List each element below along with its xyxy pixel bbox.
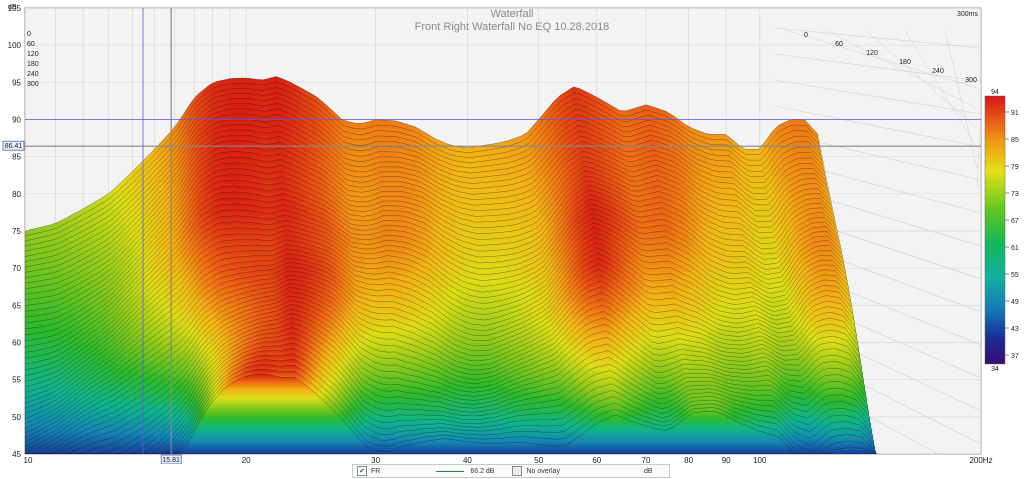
- overlay-checkbox[interactable]: [512, 466, 523, 476]
- series-swatch: [436, 470, 465, 472]
- time-tick-right: 0: [804, 32, 808, 39]
- x-tick-label: 10: [24, 456, 33, 464]
- y-tick-label: 45: [12, 450, 21, 459]
- x-tick-label: 90: [722, 456, 731, 464]
- x-tick-label: 20: [242, 456, 251, 464]
- depth-grid-line: [824, 29, 978, 109]
- time-tick-left: 60: [27, 41, 35, 48]
- depth-grid-line: [904, 29, 978, 149]
- time-tick-right: 120: [866, 50, 878, 57]
- time-tick-left: 120: [27, 51, 39, 58]
- chart-title: Waterfall: [491, 8, 534, 20]
- cursor-y-readout: 86.41: [2, 140, 25, 151]
- depth-grid-line: [944, 29, 978, 169]
- y-tick-label: 55: [12, 376, 21, 385]
- colorbar-tick-label: 37: [1011, 353, 1019, 360]
- y-tick-label: 60: [12, 339, 21, 348]
- y-tick-label: 100: [8, 41, 22, 50]
- axes: 45 50 55 60 65 70 75 80 85 90 95 100 105 10 20 30 40 50 60…: [8, 4, 993, 465]
- cursor-y-label: 86.41: [5, 143, 23, 150]
- time-tick-right: 300: [965, 77, 977, 84]
- x-tick-label: 80: [684, 456, 693, 464]
- fr-checkbox[interactable]: ✔: [357, 466, 367, 476]
- colorbar: 94 34 91 85 79 73 67 61 55 49 43 37: [984, 89, 1019, 373]
- colorbar-tick-label: 43: [1011, 326, 1019, 333]
- colorbar-tick-label: 67: [1011, 218, 1019, 225]
- colorbar-max: 94: [991, 89, 999, 96]
- time-tick-right: 60: [835, 41, 843, 48]
- overlay-label: No overlay: [526, 467, 560, 475]
- y-tick-label: 90: [12, 116, 21, 125]
- time-tick-right: 180: [899, 59, 911, 66]
- colorbar-tick-label: 79: [1011, 164, 1019, 171]
- time-tick-left: 240: [27, 71, 39, 78]
- y-tick-label: 80: [12, 190, 21, 199]
- colorbar-tick-label: 49: [1011, 299, 1019, 306]
- colorbar-tick-label: 61: [1011, 245, 1019, 252]
- series-name: FR: [371, 467, 381, 475]
- x-tick-label: 40: [463, 456, 472, 464]
- readout-value: 66.2 dB: [470, 467, 495, 475]
- y-axis-label: dB: [8, 4, 17, 11]
- x-tick-label: 50: [534, 456, 543, 464]
- y-tick-label: 50: [12, 413, 21, 422]
- depth-grid-line: [774, 27, 981, 49]
- y-tick-label: 70: [12, 264, 21, 273]
- perspective-grid: [774, 27, 981, 454]
- time-tick-left: 180: [27, 61, 39, 68]
- cursor-x-label: 15.81: [162, 457, 180, 464]
- time-tick-right: 240: [932, 68, 944, 75]
- depth-grid-line: [774, 105, 981, 148]
- waterfall-slices: [25, 76, 878, 454]
- y-tick-label: 95: [12, 78, 21, 87]
- time-tick-left: 0: [27, 31, 31, 38]
- depth-grid-line: [976, 104, 981, 189]
- x-tick-label: 60: [592, 456, 601, 464]
- chart-subtitle: Front Right Waterfall No EQ 10.28.2018: [415, 21, 610, 33]
- colorbar-tick-label: 91: [1011, 110, 1019, 117]
- waterfall-slice: [25, 373, 878, 454]
- colorbar-tick-label: 73: [1011, 191, 1019, 198]
- y-tick-label: 85: [12, 153, 21, 162]
- y-tick-label: 105: [8, 4, 22, 13]
- window-length-label[interactable]: 300ms: [957, 11, 979, 18]
- colorbar-scale: [984, 95, 1006, 365]
- x-end-label: 200Hz: [969, 456, 992, 464]
- depth-grid-line: [774, 79, 981, 115]
- cursor-x-readout: 15.81: [160, 454, 182, 465]
- y-tick-label: 75: [12, 227, 21, 236]
- unit-label: dB: [643, 467, 653, 475]
- time-tick-left: 300: [27, 81, 39, 88]
- depth-grid-line: [864, 29, 978, 129]
- x-tick-label: 70: [642, 456, 651, 464]
- y-tick-label: 65: [12, 301, 21, 310]
- depth-grid-line: [774, 53, 981, 82]
- x-tick-label: 30: [371, 456, 380, 464]
- legend-bar: ✔ FR 66.2 dB No overlay dB: [352, 464, 670, 478]
- colorbar-tick-label: 55: [1011, 272, 1019, 279]
- colorbar-min: 34: [991, 366, 999, 373]
- x-tick-label: 100: [753, 456, 767, 464]
- colorbar-tick-label: 85: [1011, 137, 1019, 144]
